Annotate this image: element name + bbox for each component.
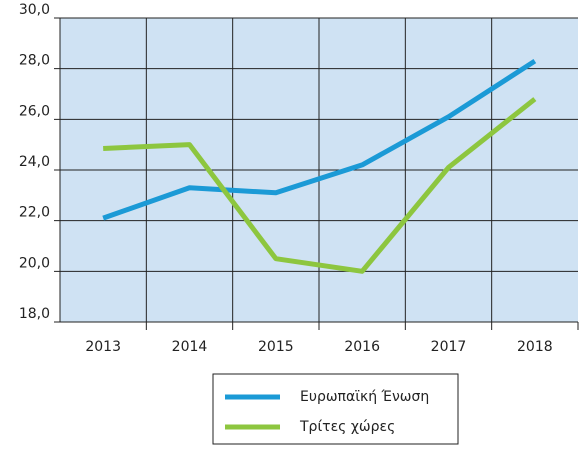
x-tick-label: 2015 — [258, 339, 294, 355]
y-tick-label: 20,0 — [19, 255, 50, 271]
legend-label: Ευρωπαϊκή Ένωση — [300, 389, 429, 405]
legend-label: Τρίτες χώρες — [299, 419, 395, 435]
y-tick-label: 26,0 — [19, 103, 50, 119]
legend-box — [212, 373, 459, 445]
series-line — [103, 97, 537, 274]
x-tick-label: 2014 — [172, 339, 208, 355]
y-tick-label: 22,0 — [19, 205, 50, 221]
y-tick-label: 28,0 — [19, 53, 50, 69]
x-tick-label: 2017 — [431, 339, 467, 355]
y-tick-label: 30,0 — [19, 2, 50, 18]
y-tick-label: 24,0 — [19, 154, 50, 170]
x-tick-label: 2016 — [344, 339, 380, 355]
y-tick-label: 18,0 — [19, 306, 50, 322]
series-line — [102, 58, 537, 221]
x-tick-label: 2018 — [517, 339, 553, 355]
x-tick-label: 2013 — [85, 339, 121, 355]
